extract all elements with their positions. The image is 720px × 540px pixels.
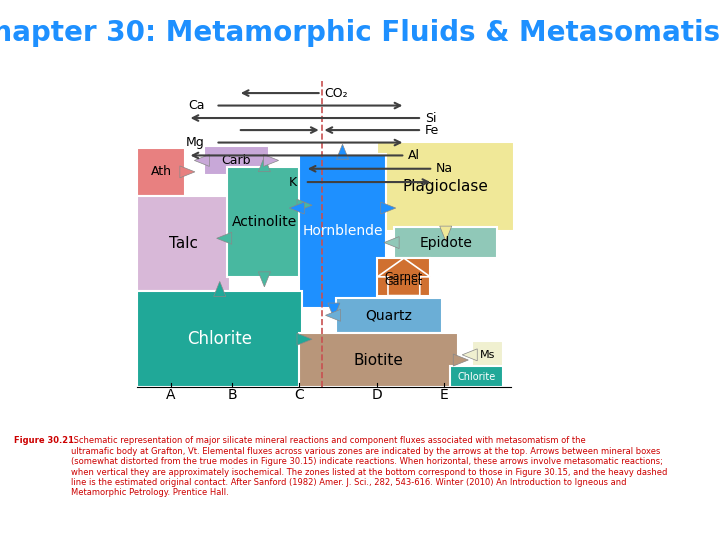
Text: Carb: Carb <box>222 154 251 167</box>
FancyBboxPatch shape <box>300 333 458 387</box>
Polygon shape <box>462 349 477 361</box>
Polygon shape <box>297 199 312 211</box>
Text: Chlorite: Chlorite <box>187 330 252 348</box>
Polygon shape <box>289 202 305 214</box>
Polygon shape <box>217 232 232 244</box>
Polygon shape <box>384 237 399 248</box>
Text: Biotite: Biotite <box>354 353 404 368</box>
FancyBboxPatch shape <box>138 148 185 196</box>
Text: Ms: Ms <box>480 350 495 360</box>
Text: Quartz: Quartz <box>365 308 412 322</box>
FancyBboxPatch shape <box>450 366 503 387</box>
FancyBboxPatch shape <box>227 167 302 277</box>
Text: CO₂: CO₂ <box>324 86 348 99</box>
Polygon shape <box>454 354 468 366</box>
Polygon shape <box>325 309 341 321</box>
FancyBboxPatch shape <box>138 292 302 387</box>
Polygon shape <box>194 154 210 166</box>
FancyBboxPatch shape <box>377 141 514 231</box>
FancyBboxPatch shape <box>204 146 269 175</box>
Polygon shape <box>180 166 195 178</box>
Text: Ath: Ath <box>150 165 171 178</box>
Text: Schematic representation of major silicate mineral reactions and component fluxe: Schematic representation of major silica… <box>71 436 667 497</box>
Polygon shape <box>377 258 431 295</box>
Polygon shape <box>214 281 226 296</box>
FancyBboxPatch shape <box>377 258 431 295</box>
Polygon shape <box>264 154 279 166</box>
Text: D: D <box>372 388 383 402</box>
Text: Ca: Ca <box>188 99 204 112</box>
Polygon shape <box>336 144 348 159</box>
FancyBboxPatch shape <box>336 298 441 333</box>
Text: E: E <box>440 388 449 402</box>
Polygon shape <box>258 272 271 287</box>
Text: A: A <box>166 388 176 402</box>
FancyBboxPatch shape <box>138 196 230 292</box>
Text: Na: Na <box>436 162 453 176</box>
Polygon shape <box>328 303 340 318</box>
Text: Si: Si <box>425 112 436 125</box>
Text: B: B <box>228 388 237 402</box>
Text: Fe: Fe <box>425 124 439 137</box>
FancyBboxPatch shape <box>300 154 386 308</box>
Polygon shape <box>258 157 271 172</box>
Text: Al: Al <box>408 149 420 162</box>
Text: Chlorite: Chlorite <box>457 372 495 382</box>
Text: Figure 30.21.: Figure 30.21. <box>14 436 78 446</box>
Text: Talc: Talc <box>169 236 198 251</box>
Text: Mg: Mg <box>186 136 204 149</box>
Text: C: C <box>294 388 304 402</box>
Text: Actinolite: Actinolite <box>232 215 297 229</box>
Text: Epidote: Epidote <box>419 235 472 249</box>
Text: Hornblende: Hornblende <box>302 224 383 238</box>
Text: Garnet: Garnet <box>384 272 423 282</box>
Polygon shape <box>381 202 396 214</box>
Text: Chapter 30: Metamorphic Fluids & Metasomatism: Chapter 30: Metamorphic Fluids & Metasom… <box>0 19 720 47</box>
Text: Plagioclase: Plagioclase <box>402 179 489 194</box>
Polygon shape <box>440 226 451 241</box>
FancyBboxPatch shape <box>472 341 503 368</box>
FancyBboxPatch shape <box>394 227 498 258</box>
Text: Garnet: Garnet <box>384 278 423 287</box>
Polygon shape <box>297 333 312 345</box>
Text: K: K <box>288 176 297 188</box>
